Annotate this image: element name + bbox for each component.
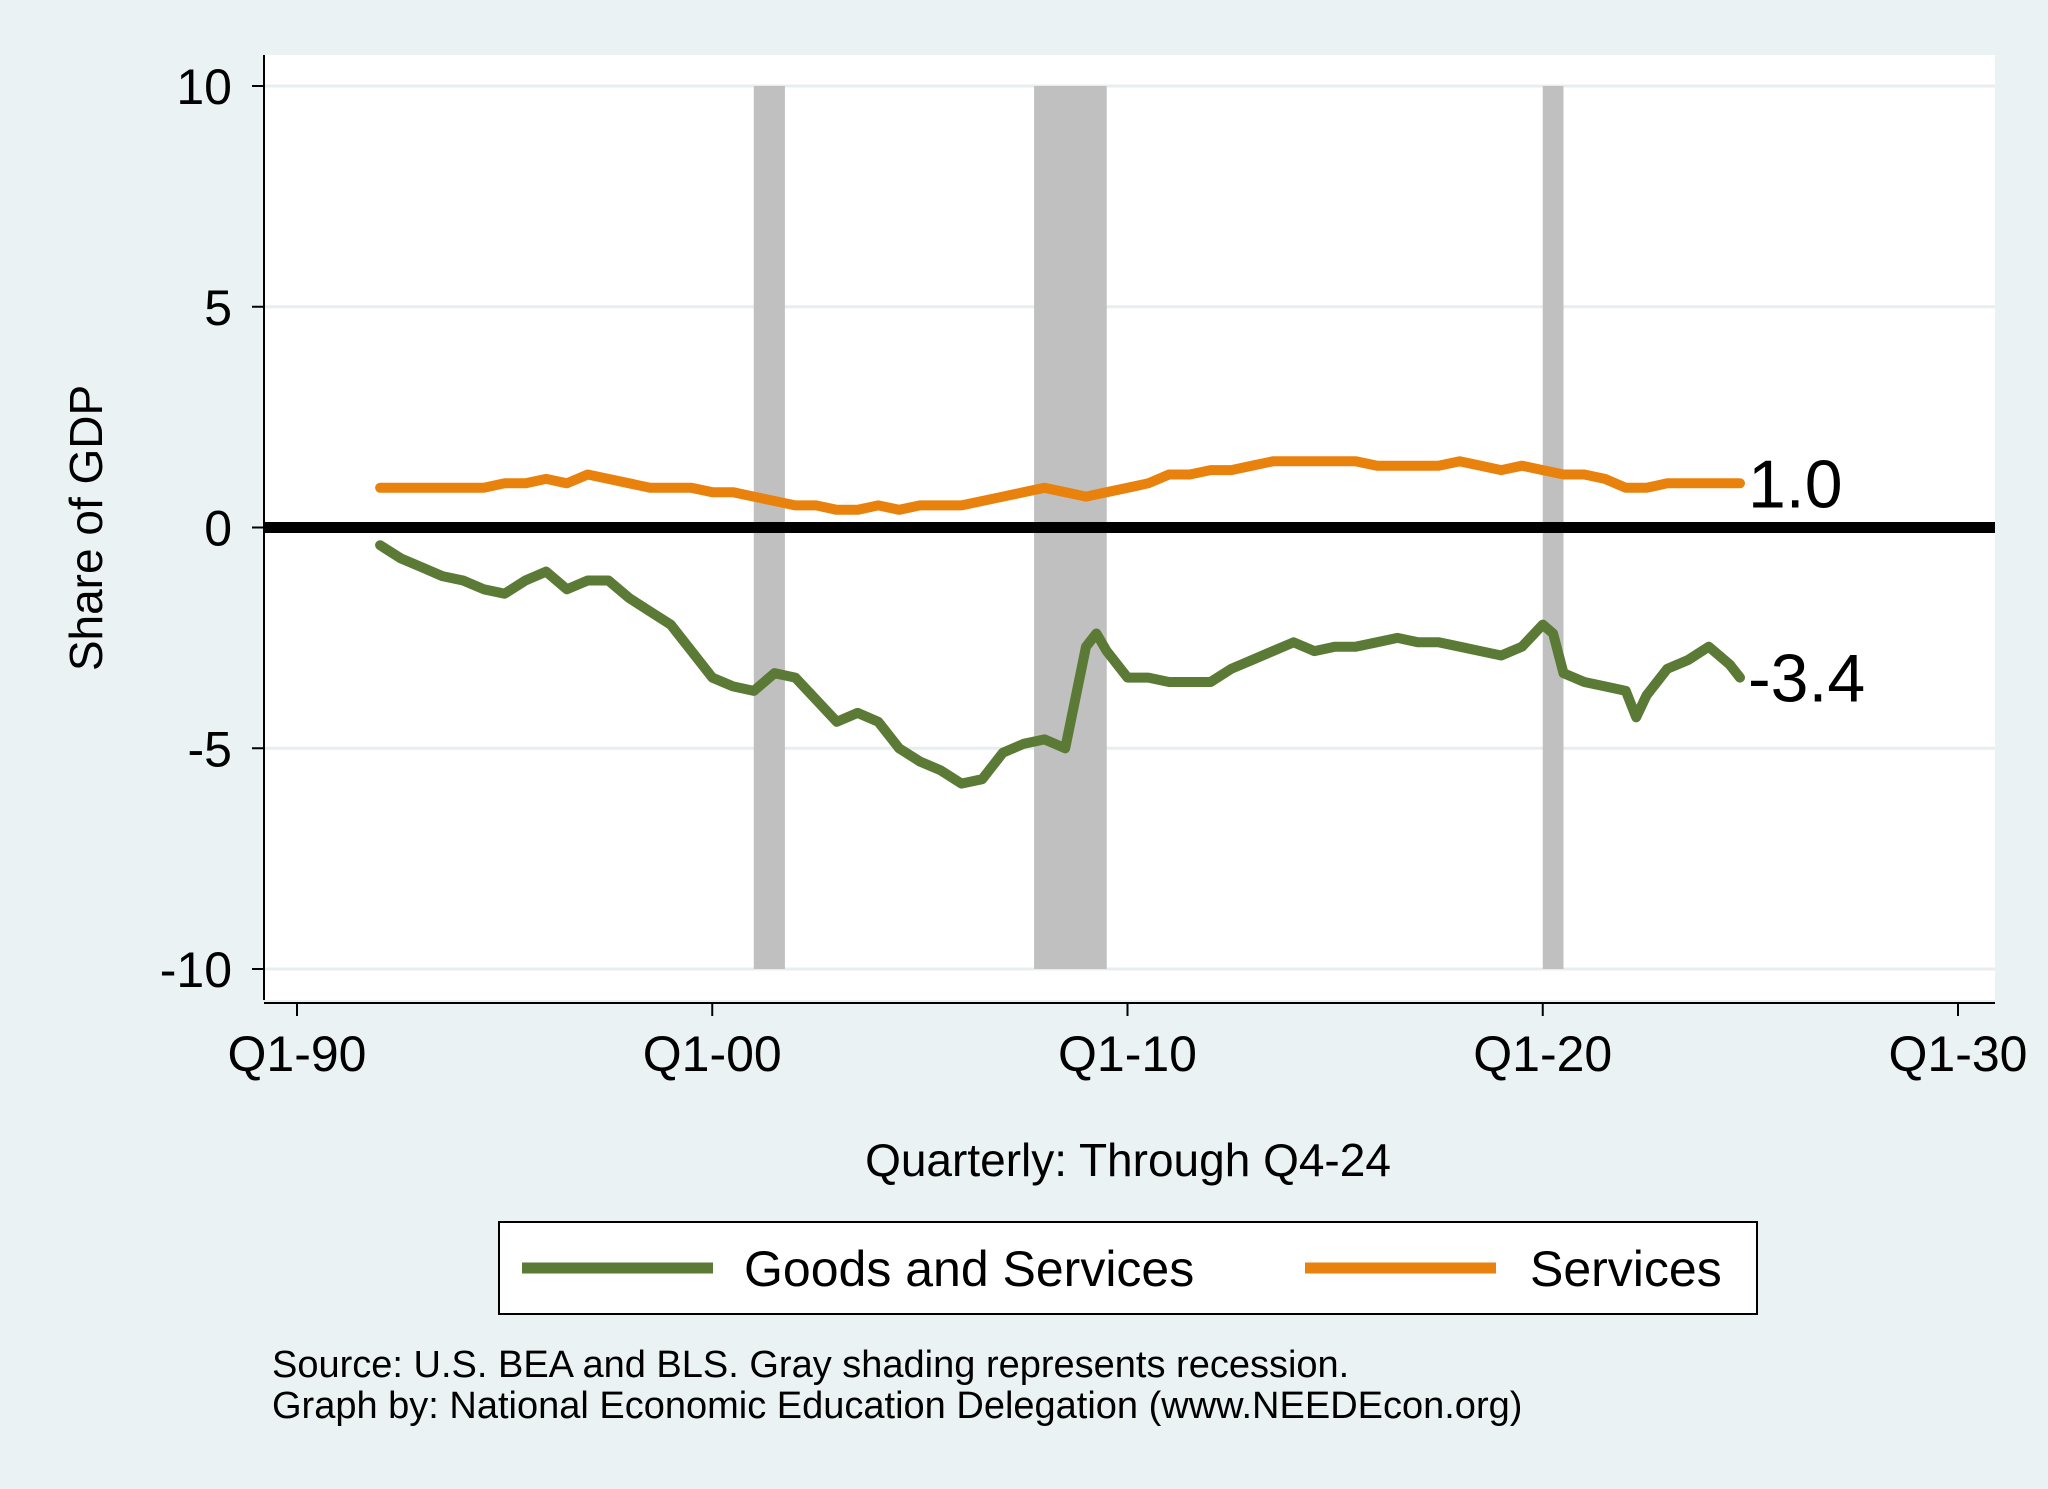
y-tick-label-3: -5	[188, 721, 232, 777]
x-tick-label-4: Q1-30	[1889, 1026, 2028, 1082]
y-tick-label-4: -10	[160, 942, 232, 998]
y-tick-label-1: 5	[204, 280, 232, 336]
y-tick-label-0: 10	[176, 59, 232, 115]
x-tick-label-1: Q1-00	[643, 1026, 782, 1082]
y-axis-title: Share of GDP	[60, 385, 112, 671]
credit-note: Graph by: National Economic Education De…	[272, 1385, 1523, 1427]
x-tick-label-3: Q1-20	[1473, 1026, 1612, 1082]
legend: Goods and Services Services	[498, 1221, 1758, 1315]
end-labels: -3.4 1.0	[1748, 446, 1865, 716]
end-label-services: 1.0	[1748, 446, 1843, 522]
legend-label-goods-and-services: Goods and Services	[744, 1241, 1194, 1297]
x-tick-label-2: Q1-10	[1058, 1026, 1197, 1082]
end-label-goods-and-services: -3.4	[1748, 641, 1865, 717]
source-note: Source: U.S. BEA and BLS. Gray shading r…	[272, 1344, 1350, 1386]
series-line-goods-and-services	[375, 540, 1745, 789]
series-line-services	[375, 456, 1745, 515]
series-lines	[375, 456, 1745, 789]
x-axis-ticks: Q1-90 Q1-00 Q1-10 Q1-20 Q1-30	[228, 1003, 2028, 1082]
y-axis-ticks: 10 5 0 -5 -10	[160, 59, 264, 998]
x-tick-label-0: Q1-90	[228, 1026, 367, 1082]
x-axis-title: Quarterly: Through Q4-24	[865, 1134, 1391, 1186]
legend-label-services: Services	[1530, 1241, 1722, 1297]
y-tick-label-2: 0	[204, 501, 232, 557]
